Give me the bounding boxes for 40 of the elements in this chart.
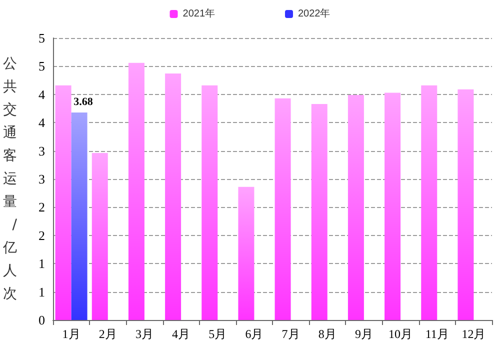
y-tick-label: 1 [38, 256, 45, 272]
legend-label: 2021年 [182, 8, 216, 20]
bar [274, 98, 291, 320]
bar [165, 74, 182, 320]
y-tick-label: 5 [38, 30, 45, 46]
x-tick-label: 3月 [135, 327, 154, 341]
x-tick-label: 2月 [98, 327, 117, 341]
y-tick-label: 5 [38, 58, 45, 74]
legend-label: 2022年 [298, 8, 330, 20]
data-label: 3.68 [74, 96, 94, 108]
bar [348, 94, 364, 320]
bar [238, 186, 254, 320]
x-tick-label: 4月 [172, 327, 190, 341]
y-tick-label: 1 [38, 284, 45, 300]
x-tick-label: 9月 [354, 327, 373, 341]
bar [71, 112, 88, 320]
x-tick-label: 10月 [388, 327, 413, 341]
y-tick-label: 4 [38, 86, 46, 102]
bar [128, 62, 144, 320]
bar [202, 85, 218, 320]
y-tick-label: 4 [38, 115, 46, 130]
x-tick-label: 12月 [462, 327, 486, 341]
y-tick-label: 3 [38, 143, 45, 158]
y-tick-label: 3 [38, 172, 45, 186]
y-tick-label: 2 [38, 228, 45, 243]
y-tick-label: 0 [38, 312, 45, 328]
x-tick-label: 6月 [245, 327, 264, 341]
x-tick-label: 5月 [208, 327, 227, 341]
bar [55, 85, 72, 320]
x-tick-label: 7月 [282, 327, 300, 341]
x-tick-label: 8月 [318, 327, 336, 341]
text: 公共交通客运量/亿人次 [3, 56, 17, 302]
x-tick-label: 11月 [425, 327, 449, 341]
bar [92, 153, 108, 320]
bar [458, 89, 474, 320]
x-tick-label: 1月 [62, 327, 80, 341]
bar [311, 104, 328, 320]
y-tick-label: 2 [38, 200, 45, 215]
bar [421, 85, 438, 320]
bar [384, 92, 401, 320]
